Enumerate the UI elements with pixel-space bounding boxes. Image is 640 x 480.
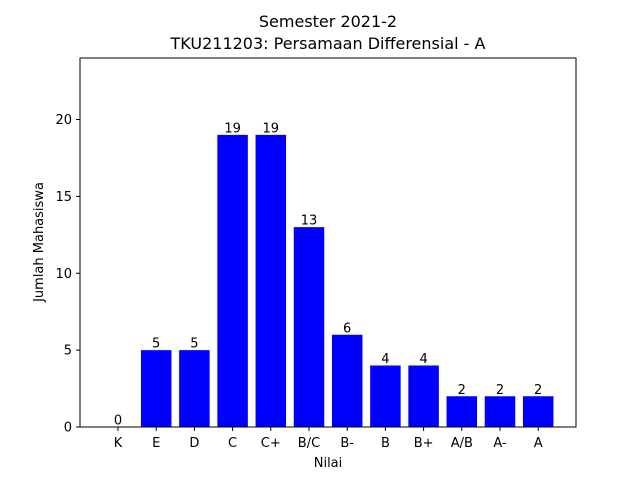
x-tick-label: A- xyxy=(493,436,507,451)
x-tick-label: B- xyxy=(340,436,354,451)
bar-value-label: 4 xyxy=(381,352,389,367)
y-tick-label: 0 xyxy=(64,421,72,436)
x-tick-label: B/C xyxy=(298,436,320,451)
bar-value-label: 19 xyxy=(263,121,280,136)
y-tick-label: 15 xyxy=(55,190,72,205)
bar-value-label: 19 xyxy=(224,121,241,136)
bar-B xyxy=(370,365,401,427)
bar-B/C xyxy=(293,227,325,428)
bar-value-label: 6 xyxy=(343,321,351,336)
y-tick-label: 5 xyxy=(64,344,72,359)
y-axis-label: Jumlah Mahasiswa xyxy=(32,182,47,303)
x-tick-label: K xyxy=(114,436,123,451)
bar-value-label: 13 xyxy=(301,214,318,229)
y-axis-ticks: 0 5 10 15 20 xyxy=(55,113,80,436)
bar-B+ xyxy=(408,365,439,427)
bar-value-label: 2 xyxy=(534,383,542,398)
y-tick-label: 20 xyxy=(55,113,72,128)
x-tick-label: B xyxy=(381,436,390,451)
bar-A xyxy=(522,396,554,427)
x-tick-label: A/B xyxy=(451,436,473,451)
y-tick-label: 10 xyxy=(55,267,72,282)
x-tick-label: C xyxy=(228,436,237,451)
bar-value-label: 2 xyxy=(496,383,504,398)
bar-A/B xyxy=(446,396,478,427)
bar-value-label: 0 xyxy=(114,414,122,429)
bar-E xyxy=(140,350,172,428)
bars-group xyxy=(140,134,554,428)
plot-frame xyxy=(79,57,577,428)
bar-value-label: 2 xyxy=(458,383,466,398)
x-tick-label: A xyxy=(534,436,543,451)
bar-value-label: 5 xyxy=(152,337,160,352)
x-axis-label: Nilai xyxy=(314,456,343,471)
bar-A- xyxy=(484,396,516,427)
chart-title-line1: Semester 2021-2 xyxy=(259,12,397,31)
bar-value-label: 5 xyxy=(190,337,198,352)
bar-labels-group: 0 5 5 19 19 13 6 4 4 2 2 2 xyxy=(114,121,542,428)
x-tick-label: B+ xyxy=(414,436,434,451)
x-axis-ticks: K E D C C+ B/C B- B B+ A/B A- A xyxy=(114,427,543,451)
x-tick-label: D xyxy=(189,436,199,451)
bar-value-label: 4 xyxy=(419,352,427,367)
bar-D xyxy=(179,350,210,428)
chart-title-line2: TKU211203: Persamaan Differensial - A xyxy=(170,34,486,53)
bar-B- xyxy=(331,334,363,427)
x-tick-label: C+ xyxy=(261,436,281,451)
bar-C+ xyxy=(255,134,287,428)
bar-C xyxy=(217,134,248,428)
x-tick-label: E xyxy=(152,436,160,451)
